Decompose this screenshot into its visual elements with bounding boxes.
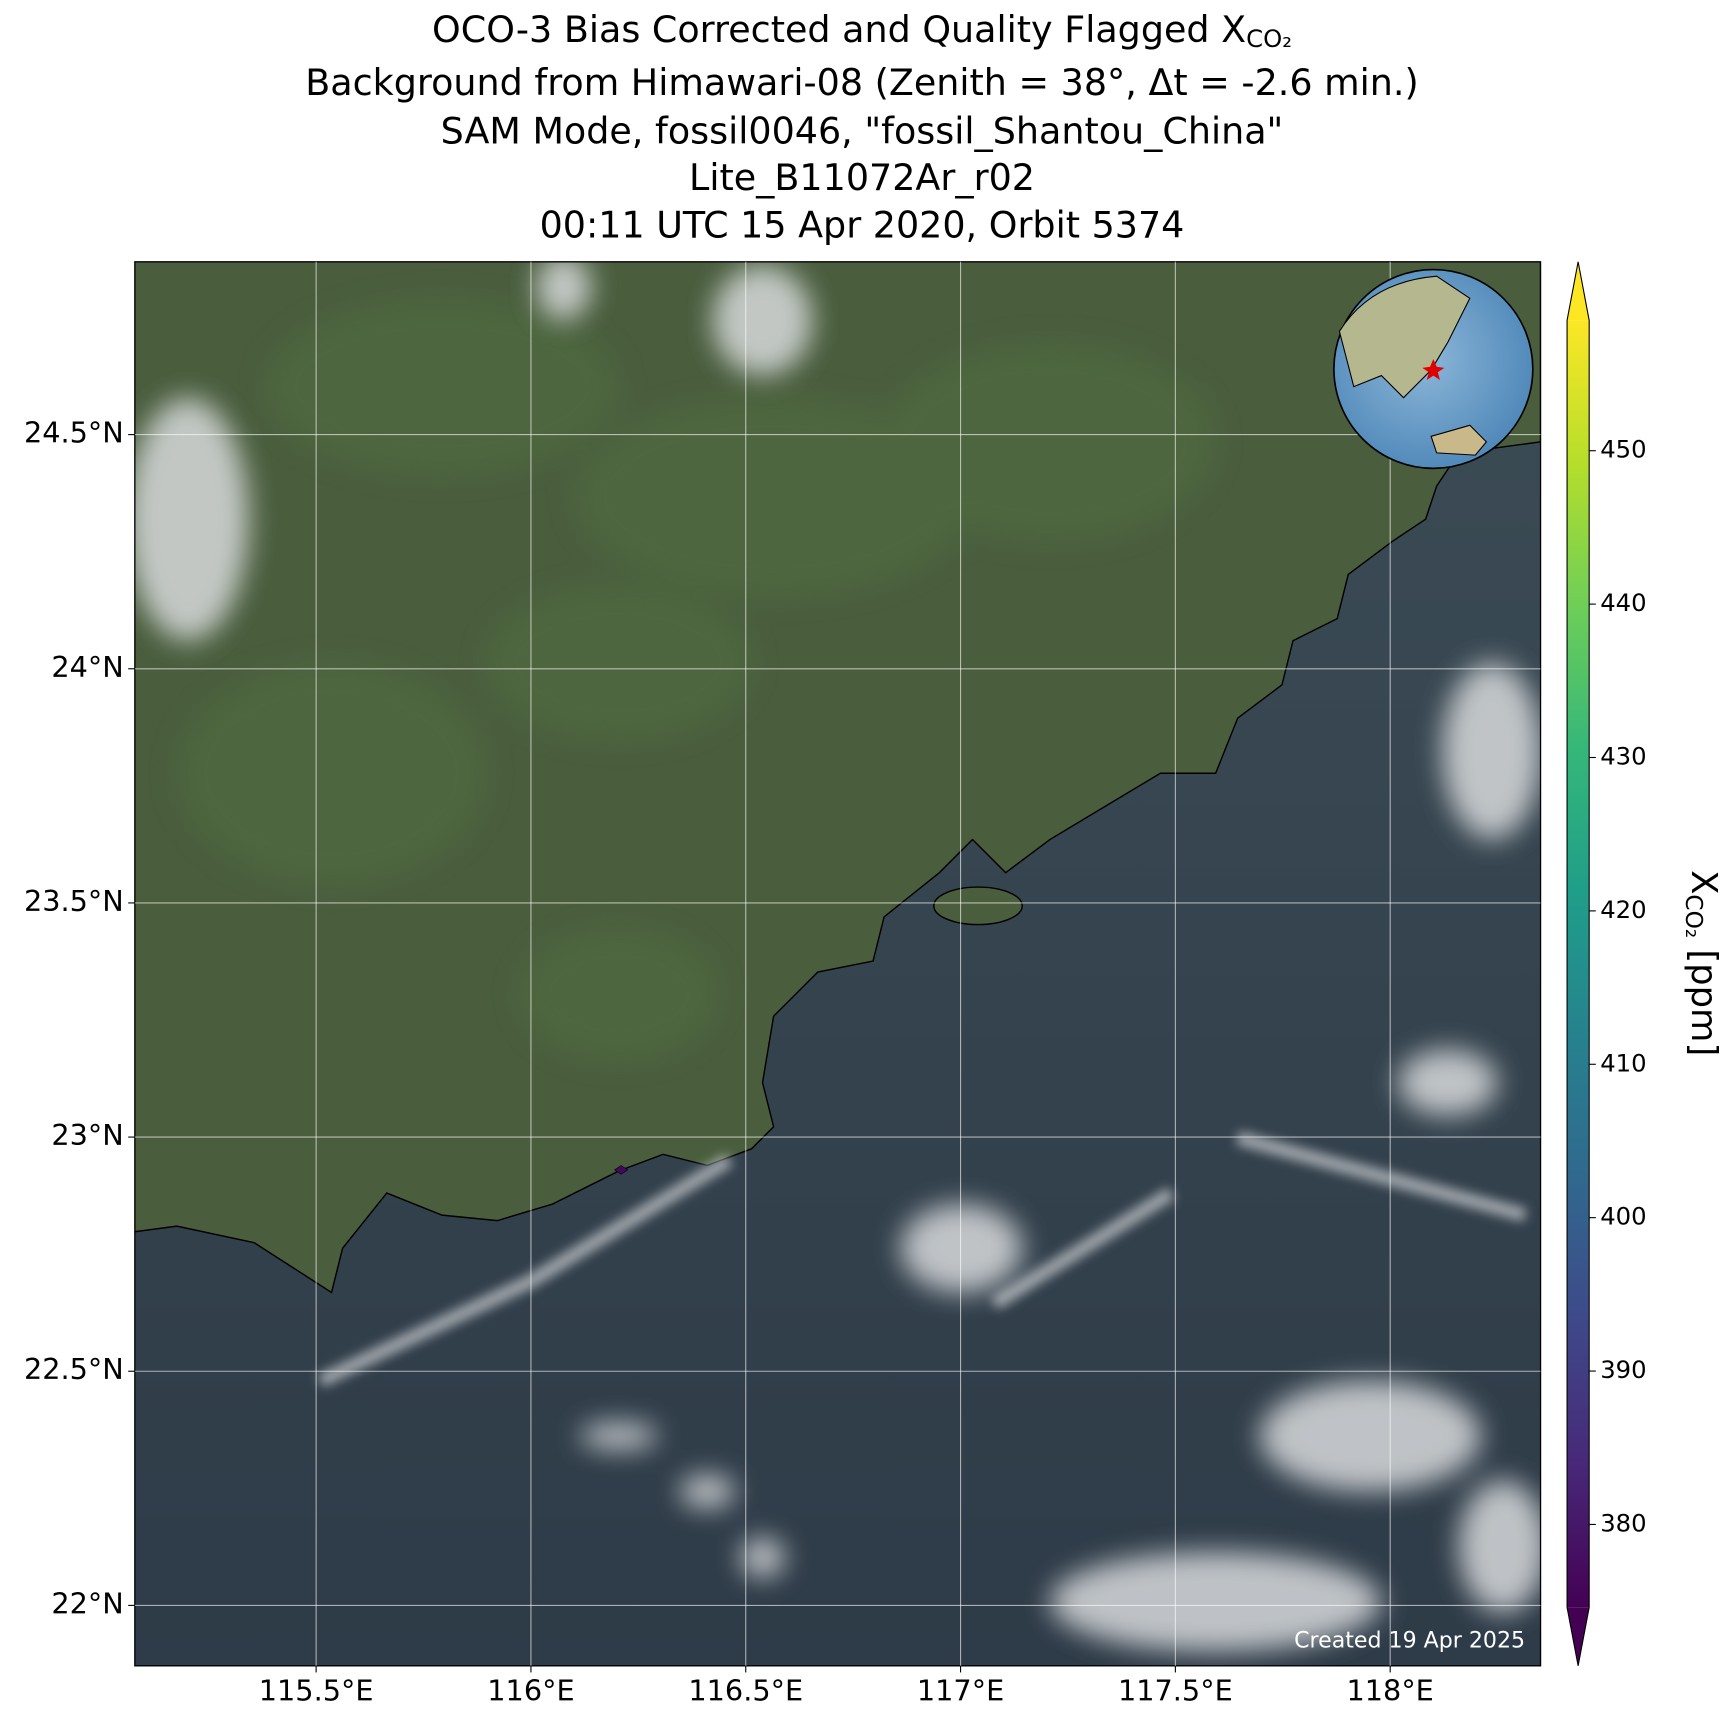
colorbar-extend-top bbox=[1567, 261, 1590, 321]
title-subscript: CO₂ bbox=[1246, 24, 1292, 53]
colorbar-label-subscript: CO₂ bbox=[1681, 894, 1708, 938]
inset-globe bbox=[1333, 268, 1534, 470]
title: OCO-3 Bias Corrected and Quality Flagged… bbox=[305, 7, 1418, 246]
grid: 115.5°E 116°E 116.5°E 117°E 117.5°E 118°E 22°N… bbox=[24, 261, 1541, 1707]
x-tick-label: 116.5°E bbox=[688, 1673, 803, 1707]
title-line: OCO-3 Bias Corrected and Quality Flagged… bbox=[432, 7, 1292, 52]
x-tick-label: 116°E bbox=[487, 1673, 574, 1707]
colorbar-tick-label: 440 bbox=[1600, 588, 1646, 617]
globe-land bbox=[1338, 275, 1471, 399]
title-line: Lite_B11072Ar_r02 bbox=[689, 155, 1035, 198]
title-text: Lite_B11072Ar_r02 bbox=[689, 155, 1035, 198]
colorbar-tick-label: 410 bbox=[1600, 1048, 1646, 1077]
colorbar-extend-bottom bbox=[1567, 1607, 1590, 1666]
site-star bbox=[1422, 359, 1445, 380]
colorbar-tick-label: 400 bbox=[1600, 1202, 1646, 1231]
title-text: SAM Mode, fossil0046, "fossil_Shantou_Ch… bbox=[441, 109, 1284, 152]
y-tick-label: 22°N bbox=[51, 1586, 123, 1620]
title-line: Background from Himawari-08 (Zenith = 38… bbox=[305, 60, 1418, 103]
colorbar-tick-label: 380 bbox=[1600, 1508, 1646, 1537]
clouds bbox=[134, 261, 1541, 1652]
title-text: OCO-3 Bias Corrected and Quality Flagged… bbox=[432, 7, 1246, 50]
colorbar-tick-label: 390 bbox=[1600, 1355, 1646, 1384]
y-tick-label: 22.5°N bbox=[24, 1352, 124, 1386]
colorbar: 380 390 400 410 420 430 440 450 XCO₂ [ppm] bbox=[1566, 261, 1724, 1666]
x-tick-label: 118°E bbox=[1347, 1673, 1434, 1707]
y-tick-label: 23°N bbox=[51, 1118, 123, 1152]
colorbar-label: XCO₂ [ppm] bbox=[1681, 870, 1724, 1056]
x-tick-label: 117.5°E bbox=[1118, 1673, 1233, 1707]
y-tick-label: 24°N bbox=[51, 650, 123, 684]
soundings bbox=[614, 1165, 629, 1175]
globe-land bbox=[1430, 424, 1488, 456]
colorbar-outline bbox=[1566, 261, 1590, 1666]
footer: Created 19 Apr 2025 bbox=[1294, 1628, 1525, 1654]
colorbar-tick-label: 430 bbox=[1600, 742, 1646, 771]
colorbar-tick-label: 420 bbox=[1600, 895, 1646, 924]
title-text: 00:11 UTC 15 Apr 2020, Orbit 5374 bbox=[540, 203, 1185, 246]
title-line: 00:11 UTC 15 Apr 2020, Orbit 5374 bbox=[540, 203, 1185, 246]
map-frame bbox=[134, 261, 1542, 1667]
y-tick-label: 24.5°N bbox=[24, 416, 124, 450]
terrain bbox=[176, 298, 1216, 1061]
sounding bbox=[614, 1165, 629, 1175]
colorbar-label-text: X bbox=[1683, 870, 1724, 894]
x-tick-label: 115.5°E bbox=[259, 1673, 374, 1707]
y-tick-label: 23.5°N bbox=[24, 884, 124, 918]
title-text: Background from Himawari-08 (Zenith = 38… bbox=[305, 60, 1418, 103]
island bbox=[933, 886, 1023, 926]
colorbar-bar bbox=[1567, 320, 1590, 1608]
map-background bbox=[134, 261, 1541, 1666]
title-line: SAM Mode, fossil0046, "fossil_Shantou_Ch… bbox=[441, 109, 1284, 152]
x-tick-label: 117°E bbox=[917, 1673, 1004, 1707]
colorbar-tick-label: 450 bbox=[1600, 435, 1646, 464]
land bbox=[134, 261, 1541, 1294]
colorbar-label-unit: [ppm] bbox=[1683, 938, 1724, 1056]
